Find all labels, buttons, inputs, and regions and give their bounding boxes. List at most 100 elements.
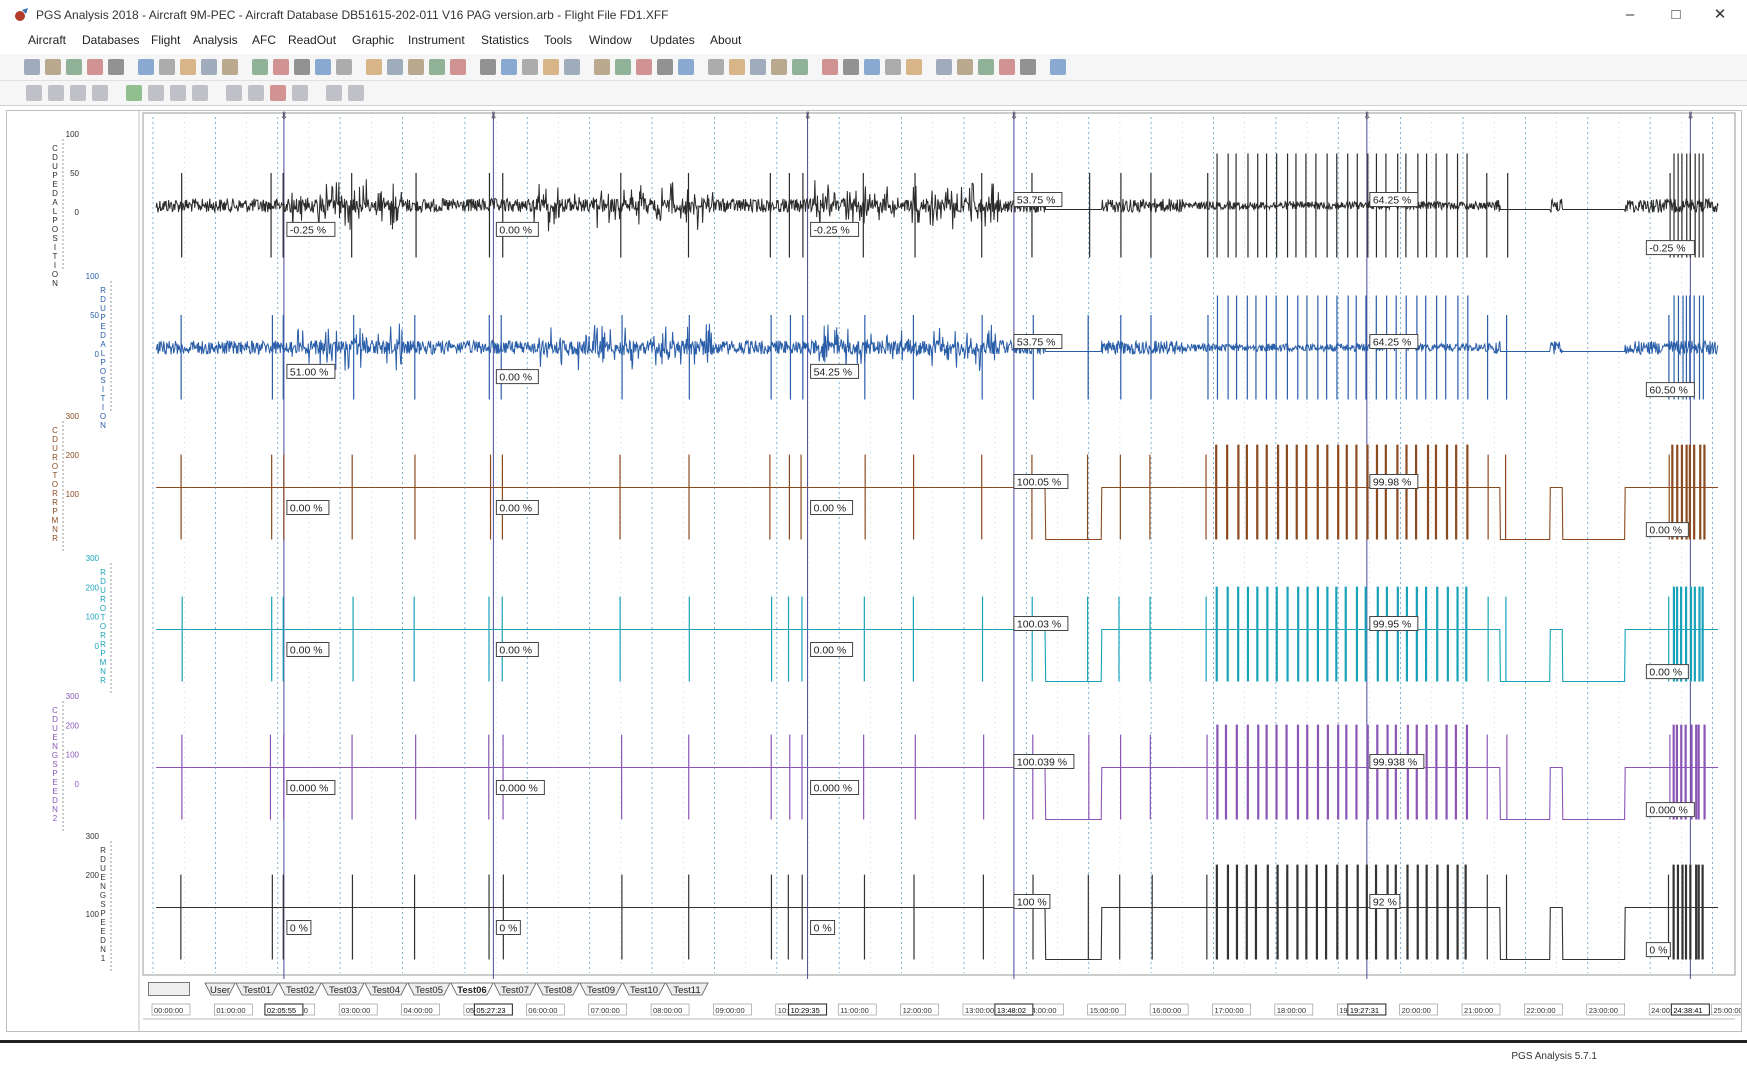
toolbar-tool-icon[interactable] — [252, 59, 268, 75]
toolbar-tool-icon[interactable] — [336, 59, 352, 75]
toolbar-tool-icon[interactable] — [450, 59, 466, 75]
toolbar-tool-icon[interactable] — [636, 59, 652, 75]
toolbar-nav-icon[interactable] — [326, 85, 342, 101]
toolbar-nav-icon[interactable] — [26, 85, 42, 101]
toolbar-tool-icon[interactable] — [294, 59, 310, 75]
menu-statistics[interactable]: Statistics — [481, 33, 530, 47]
menu-flight[interactable]: Flight — [151, 33, 181, 47]
menu-instrument[interactable]: Instrument — [408, 33, 465, 47]
toolbar-tool-icon[interactable] — [222, 59, 238, 75]
toolbar-tool-icon[interactable] — [999, 59, 1015, 75]
toolbar-tool-icon[interactable] — [843, 59, 859, 75]
menu-databases[interactable]: Databases — [82, 33, 140, 47]
time-tick-box — [713, 1003, 752, 1016]
graph-window[interactable]: ⇩ ⇩ ⇩ ⇩ ⇩ ⇩ 100 50 0 C D U P E D A L P O S I T I O N -0.25 % 0.00 … — [6, 110, 1742, 1032]
cursor-value-box — [1645, 382, 1695, 398]
toolbar-tool-icon[interactable] — [594, 59, 610, 75]
toolbar-tool-icon[interactable] — [708, 59, 724, 75]
time-tick-label: 11:00:00 — [840, 1006, 869, 1015]
close-button[interactable]: ✕ — [1713, 6, 1727, 23]
minimize-button[interactable]: – — [1625, 6, 1635, 23]
toolbar-tool-icon[interactable] — [864, 59, 880, 75]
toolbar-tool-icon[interactable] — [792, 59, 808, 75]
menu-afc[interactable]: AFC — [252, 33, 276, 47]
toolbar-tool-icon[interactable] — [1050, 59, 1066, 75]
toolbar-tool-icon[interactable] — [138, 59, 154, 75]
toolbar-tool-icon[interactable] — [45, 59, 61, 75]
toolbar-tool-icon[interactable] — [366, 59, 382, 75]
tab-navigation-buttons[interactable] — [148, 982, 190, 996]
toolbar-nav-icon[interactable] — [170, 85, 186, 101]
toolbar-tool-icon[interactable] — [771, 59, 787, 75]
toolbar-nav-icon[interactable] — [348, 85, 364, 101]
axis-name-char: R — [52, 534, 58, 543]
cursor-value-label: 100.05 % — [1017, 477, 1061, 489]
tab-label[interactable]: Test09 — [587, 985, 615, 996]
tab-label[interactable]: Test06 — [457, 985, 486, 996]
toolbar-tool-icon[interactable] — [273, 59, 289, 75]
toolbar-tool-icon[interactable] — [822, 59, 838, 75]
tab-label[interactable]: Test02 — [286, 985, 314, 996]
toolbar-nav-icon[interactable] — [248, 85, 264, 101]
toolbar-nav-icon[interactable] — [292, 85, 308, 101]
menu-updates[interactable]: Updates — [650, 33, 695, 47]
toolbar-tool-icon[interactable] — [87, 59, 103, 75]
tab-label[interactable]: Test10 — [630, 985, 658, 996]
menu-aircraft[interactable]: Aircraft — [28, 33, 67, 47]
toolbar-tool-icon[interactable] — [750, 59, 766, 75]
tab-label[interactable]: Test08 — [544, 985, 572, 996]
toolbar-tool-icon[interactable] — [543, 59, 559, 75]
menu-analysis[interactable]: Analysis — [193, 33, 238, 47]
channel-trace — [155, 179, 1719, 232]
toolbar-tool-icon[interactable] — [429, 59, 445, 75]
tab-label[interactable]: Test01 — [243, 985, 271, 996]
tab-label[interactable]: Test11 — [673, 985, 700, 996]
tab-label[interactable]: Test04 — [372, 985, 400, 996]
toolbar-tool-icon[interactable] — [615, 59, 631, 75]
toolbar-nav-icon[interactable] — [148, 85, 164, 101]
toolbar-tool-icon[interactable] — [957, 59, 973, 75]
toolbar-tool-icon[interactable] — [315, 59, 331, 75]
toolbar-tool-icon[interactable] — [978, 59, 994, 75]
toolbar-nav-icon[interactable] — [70, 85, 86, 101]
menu-graphic[interactable]: Graphic — [352, 33, 395, 47]
menu-window[interactable]: Window — [589, 33, 632, 47]
toolbar-nav-icon[interactable] — [226, 85, 242, 101]
toolbar-tool-icon[interactable] — [201, 59, 217, 75]
menu-about[interactable]: About — [710, 33, 742, 47]
maximize-button[interactable]: □ — [1671, 6, 1681, 23]
toolbar-tool-icon[interactable] — [678, 59, 694, 75]
toolbar-tool-icon[interactable] — [180, 59, 196, 75]
toolbar-tool-icon[interactable] — [408, 59, 424, 75]
toolbar-nav-icon[interactable] — [270, 85, 286, 101]
toolbar-nav-icon[interactable] — [192, 85, 208, 101]
tab-label[interactable]: Test05 — [415, 985, 443, 996]
axis-name-char: M — [52, 516, 59, 525]
toolbar-tool-icon[interactable] — [480, 59, 496, 75]
toolbar-nav-icon[interactable] — [48, 85, 64, 101]
toolbar-tool-icon[interactable] — [66, 59, 82, 75]
toolbar-tool-icon[interactable] — [24, 59, 40, 75]
toolbar-tool-icon[interactable] — [1020, 59, 1036, 75]
toolbar-tool-icon[interactable] — [657, 59, 673, 75]
tab-label[interactable]: User — [210, 985, 230, 996]
menu-readout[interactable]: ReadOut — [288, 33, 337, 47]
tab-label[interactable]: Test03 — [329, 985, 357, 996]
toolbar-tool-icon[interactable] — [564, 59, 580, 75]
toolbar-nav-icon[interactable] — [92, 85, 108, 101]
toolbar-tool-icon[interactable] — [729, 59, 745, 75]
navigation-toolbar — [0, 81, 1747, 106]
toolbar-tool-icon[interactable] — [387, 59, 403, 75]
toolbar-tool-icon[interactable] — [522, 59, 538, 75]
toolbar-nav-icon[interactable] — [126, 85, 142, 101]
toolbar-tool-icon[interactable] — [885, 59, 901, 75]
toolbar-tool-icon[interactable] — [501, 59, 517, 75]
toolbar-tool-icon[interactable] — [159, 59, 175, 75]
toolbar-tool-icon[interactable] — [108, 59, 124, 75]
toolbar-tool-icon[interactable] — [936, 59, 952, 75]
tab-test09 — [579, 982, 623, 996]
toolbar-tool-icon[interactable] — [906, 59, 922, 75]
menu-tools[interactable]: Tools — [544, 33, 573, 47]
tab-label[interactable]: Test07 — [501, 985, 529, 996]
